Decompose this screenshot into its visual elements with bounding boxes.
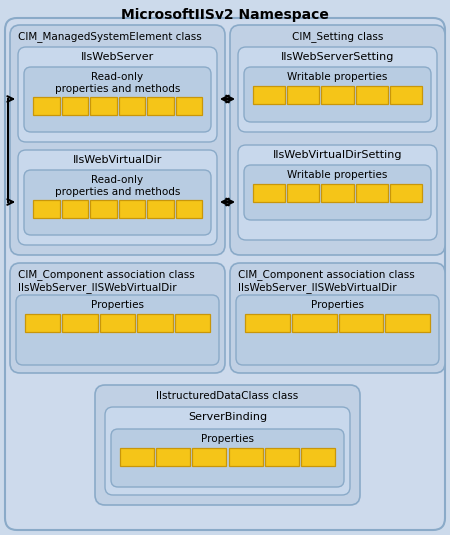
FancyBboxPatch shape — [24, 67, 211, 132]
Bar — [90, 97, 117, 115]
Bar — [265, 448, 299, 466]
Text: Read-only
properties and methods: Read-only properties and methods — [55, 175, 180, 197]
Text: Writable properties: Writable properties — [287, 170, 388, 180]
FancyBboxPatch shape — [5, 18, 445, 530]
Bar — [287, 86, 320, 104]
Bar — [137, 314, 173, 332]
FancyBboxPatch shape — [244, 67, 431, 122]
Bar — [301, 448, 335, 466]
Bar — [292, 314, 337, 332]
Bar — [356, 86, 388, 104]
Text: IIsWebVirtualDir: IIsWebVirtualDir — [73, 155, 162, 165]
Text: Properties: Properties — [201, 434, 254, 444]
Text: IIsWebServer: IIsWebServer — [81, 52, 154, 62]
Bar — [390, 86, 422, 104]
Text: CIM_Setting class: CIM_Setting class — [292, 31, 383, 42]
Text: Writable properties: Writable properties — [287, 72, 388, 82]
Bar — [25, 314, 60, 332]
Bar — [118, 200, 145, 218]
FancyBboxPatch shape — [238, 47, 437, 132]
Bar — [287, 184, 320, 202]
Bar — [156, 448, 190, 466]
Text: IIstructuredDataClass class: IIstructuredDataClass class — [157, 391, 299, 401]
FancyBboxPatch shape — [18, 150, 217, 245]
Text: Read-only
properties and methods: Read-only properties and methods — [55, 72, 180, 94]
FancyBboxPatch shape — [10, 25, 225, 255]
Bar — [175, 314, 210, 332]
Bar — [385, 314, 430, 332]
Text: IIsWebVirtualDirSetting: IIsWebVirtualDirSetting — [273, 150, 402, 160]
FancyBboxPatch shape — [236, 295, 439, 365]
Bar — [253, 184, 285, 202]
Text: Properties: Properties — [91, 300, 144, 310]
FancyBboxPatch shape — [230, 25, 445, 255]
Bar — [33, 97, 59, 115]
Text: CIM_Component association class: CIM_Component association class — [238, 269, 415, 280]
Bar — [245, 314, 290, 332]
Text: IIsWebServer_IISWebVirtualDir: IIsWebServer_IISWebVirtualDir — [238, 282, 396, 293]
FancyBboxPatch shape — [105, 407, 350, 495]
Bar — [147, 200, 174, 218]
Bar — [321, 86, 354, 104]
Bar — [253, 86, 285, 104]
Text: ServerBinding: ServerBinding — [188, 412, 267, 422]
FancyBboxPatch shape — [230, 263, 445, 373]
FancyBboxPatch shape — [238, 145, 437, 240]
Text: CIM_Component association class: CIM_Component association class — [18, 269, 195, 280]
Bar — [118, 97, 145, 115]
Bar — [100, 314, 135, 332]
FancyBboxPatch shape — [16, 295, 219, 365]
FancyBboxPatch shape — [111, 429, 344, 487]
Bar — [321, 184, 354, 202]
Bar — [62, 97, 88, 115]
Bar — [338, 314, 383, 332]
Text: Properties: Properties — [311, 300, 364, 310]
Bar — [356, 184, 388, 202]
Bar — [62, 200, 88, 218]
Text: MicrosoftIISv2 Namespace: MicrosoftIISv2 Namespace — [121, 8, 329, 22]
FancyBboxPatch shape — [18, 47, 217, 142]
FancyBboxPatch shape — [244, 165, 431, 220]
Bar — [390, 184, 422, 202]
FancyBboxPatch shape — [24, 170, 211, 235]
Text: IIsWebServer_IISWebVirtualDir: IIsWebServer_IISWebVirtualDir — [18, 282, 176, 293]
Bar — [120, 448, 154, 466]
FancyBboxPatch shape — [95, 385, 360, 505]
Bar — [176, 200, 202, 218]
Bar — [33, 200, 59, 218]
Text: CIM_ManagedSystemElement class: CIM_ManagedSystemElement class — [18, 31, 202, 42]
Bar — [147, 97, 174, 115]
Bar — [229, 448, 263, 466]
FancyBboxPatch shape — [10, 263, 225, 373]
Bar — [192, 448, 226, 466]
Bar — [63, 314, 98, 332]
Bar — [176, 97, 202, 115]
Text: IIsWebServerSetting: IIsWebServerSetting — [281, 52, 394, 62]
Bar — [90, 200, 117, 218]
